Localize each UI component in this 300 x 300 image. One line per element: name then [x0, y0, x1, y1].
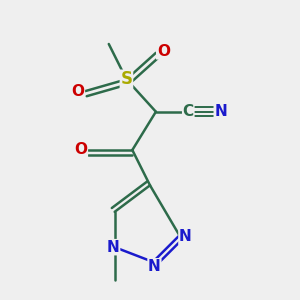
- Text: N: N: [214, 104, 227, 119]
- Text: O: O: [71, 84, 84, 99]
- Text: C: C: [183, 104, 194, 119]
- Text: S: S: [120, 70, 132, 88]
- Text: N: N: [148, 259, 161, 274]
- Text: O: O: [74, 142, 87, 158]
- Text: N: N: [179, 230, 192, 244]
- Text: O: O: [157, 44, 170, 59]
- Text: N: N: [107, 240, 120, 255]
